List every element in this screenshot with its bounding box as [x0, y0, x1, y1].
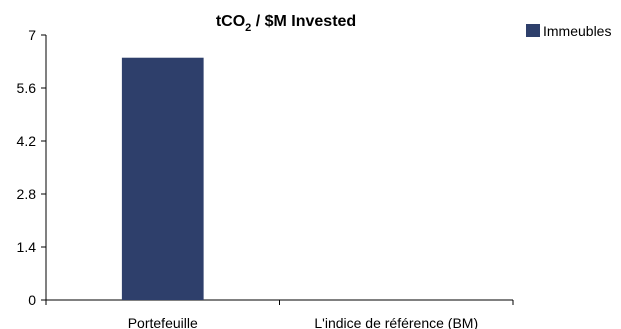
legend-swatch-immeubles — [526, 24, 540, 37]
y-tick-label: 0 — [28, 292, 36, 308]
x-axis: Portefeuille L'indice de référence (BM) — [45, 299, 514, 329]
y-tick-label: 5.6 — [17, 80, 37, 96]
y-tick-label: 4.2 — [17, 133, 37, 149]
bars — [121, 57, 204, 300]
legend-label-immeubles: Immeubles — [543, 23, 611, 39]
x-category-label: L'indice de référence (BM) — [314, 315, 478, 329]
chart-title: tCO2 / $M Invested — [216, 13, 356, 34]
y-tick-label: 7 — [28, 27, 36, 43]
chart-title-main: tCO — [216, 13, 245, 30]
y-tick-label: 1.4 — [17, 239, 37, 255]
chart-title-rest: / $M Invested — [251, 13, 356, 30]
x-category-label: Portefeuille — [128, 315, 198, 329]
bar-portefeuille — [121, 57, 204, 300]
legend: Immeubles — [526, 23, 611, 39]
y-axis: 0 1.4 2.8 4.2 5.6 7 — [17, 27, 47, 308]
y-tick-label: 2.8 — [17, 186, 37, 202]
chart-title-subscript: 2 — [245, 22, 251, 34]
